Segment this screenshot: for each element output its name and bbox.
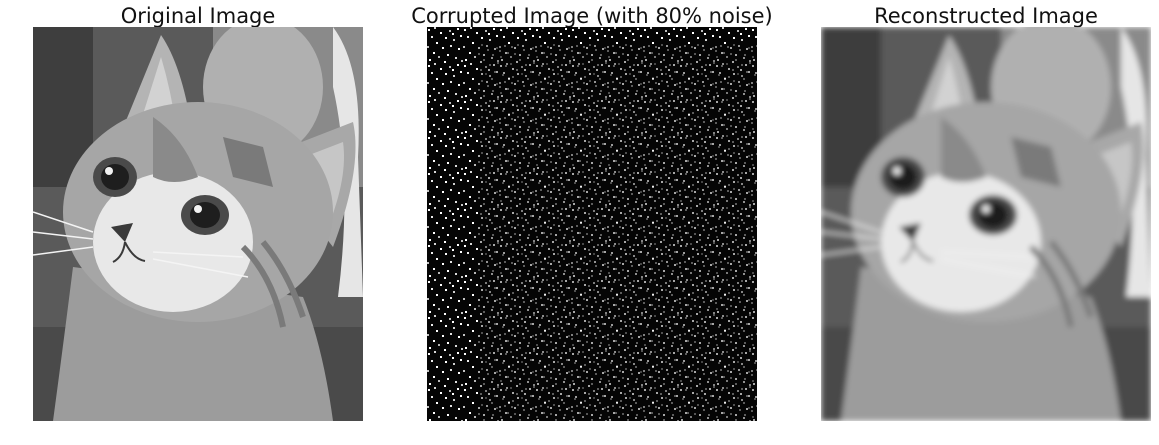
reconstructed-image-panel: Reconstructed Image — [821, 0, 1151, 445]
original-image-title: Original Image — [120, 4, 276, 28]
original-image-panel: Original Image — [33, 0, 363, 445]
original-image — [33, 27, 363, 421]
corrupted-image — [427, 27, 757, 421]
corrupted-image-panel: Corrupted Image (with 80% noise) — [411, 0, 773, 445]
reconstructed-image-title: Reconstructed Image — [874, 4, 1098, 28]
reconstructed-image — [821, 27, 1151, 421]
corrupted-image-title: Corrupted Image (with 80% noise) — [411, 4, 773, 28]
